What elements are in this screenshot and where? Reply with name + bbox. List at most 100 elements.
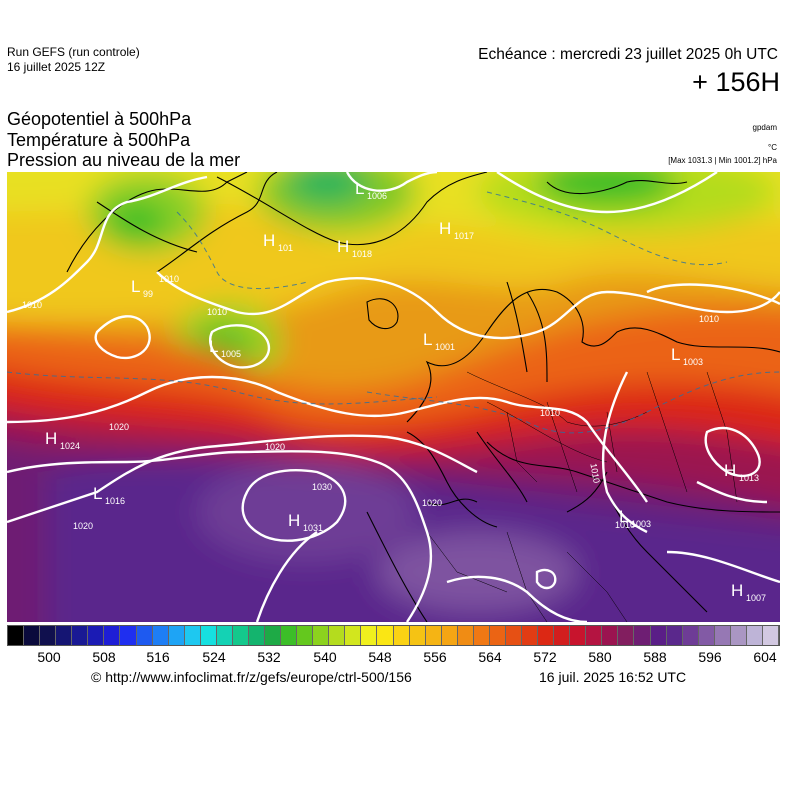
colorbar-swatch [489, 626, 506, 645]
colorbar-tick-label: 500 [37, 649, 61, 665]
colorbar-swatch [361, 626, 378, 645]
pressure-center-high: H 1024 [45, 429, 80, 451]
isobar-label: 1020 [109, 422, 129, 432]
colorbar-swatch [345, 626, 362, 645]
pressure-center-low: L 1003 [671, 345, 703, 367]
weather-map: 1010 1010 1010 1010 1020 1020 1020 1020 … [7, 172, 780, 622]
run-date: 16 juillet 2025 12Z [7, 60, 106, 74]
colorbar-tick-label: 556 [423, 649, 447, 665]
center-value: 1003 [631, 519, 651, 529]
colorbar-swatch [457, 626, 474, 645]
colorbar-swatch [72, 626, 89, 645]
colorbar-tick-label: 540 [313, 649, 337, 665]
colorbar-swatch [152, 626, 169, 645]
isobar-label: 1010 [207, 307, 227, 317]
unit-temperature: °C [768, 143, 777, 152]
pressure-center-low: L 1016 [93, 484, 125, 506]
center-letter: H [724, 461, 736, 480]
isobar-label: 1020 [422, 498, 442, 508]
center-letter: L [355, 179, 364, 198]
run-title: Run GEFS (run controle) [7, 45, 140, 59]
colorbar-tick-label: 532 [257, 649, 281, 665]
colorbar-tick-label: 588 [643, 649, 667, 665]
colorbar-swatch [682, 626, 699, 645]
colorbar-swatch [393, 626, 410, 645]
center-value: 1017 [454, 231, 474, 241]
isobar-labels: 1010 1010 1010 1010 1020 1020 1020 1020 … [22, 274, 719, 531]
colorbar-swatch [136, 626, 153, 645]
center-letter: L [671, 345, 680, 364]
pressure-range: [Max 1031.3 | Min 1001.2] hPa [668, 156, 777, 165]
colorbar-swatch [554, 626, 571, 645]
copyright-link[interactable]: © http://www.infoclimat.fr/z/gefs/europe… [91, 669, 412, 685]
pressure-center-low: L 99 [131, 277, 153, 299]
isobar-label: 1020 [73, 521, 93, 531]
isobar-label: 1010 [699, 314, 719, 324]
parameter-geopotential: Géopotentiel à 500hPa [7, 109, 192, 129]
center-letter: L [423, 330, 432, 349]
isobar-label: 1010 [22, 300, 42, 310]
colorbar-swatch [650, 626, 667, 645]
colorbar-tick-label: 524 [202, 649, 226, 665]
colorbar-swatch [24, 626, 41, 645]
colorbar-swatch [56, 626, 73, 645]
center-value: 1031 [303, 523, 323, 533]
isobar-label: 1010 [615, 520, 635, 530]
colorbar-tick-label: 572 [533, 649, 557, 665]
pressure-center-high: H 1007 [731, 581, 766, 603]
colorbar-tick-label: 516 [146, 649, 170, 665]
colorbar-swatch [714, 626, 731, 645]
colorbar-swatch [473, 626, 490, 645]
colorbar-swatch [505, 626, 522, 645]
pressure-center-low: L 1003 [619, 507, 651, 529]
center-value: 1007 [746, 593, 766, 603]
parameter-temperature: Température à 500hPa [7, 130, 191, 150]
colorbar-swatch [698, 626, 715, 645]
center-value: 1005 [221, 349, 241, 359]
colorbar-swatch [248, 626, 265, 645]
center-letter: L [93, 484, 102, 503]
unit-geopotential: gpdam [752, 123, 777, 132]
colorbar-tick-label: 580 [588, 649, 612, 665]
colorbar-swatch [425, 626, 442, 645]
center-value: 1003 [683, 357, 703, 367]
pressure-center-high: H 1031 [288, 511, 323, 533]
generated-timestamp: 16 juil. 2025 16:52 UTC [539, 669, 687, 685]
colorbar-swatch [168, 626, 185, 645]
isobar-label: 1010 [159, 274, 179, 284]
colorbar-swatch [232, 626, 249, 645]
center-value: 1013 [739, 473, 759, 483]
colorbar-swatch [88, 626, 105, 645]
colorbar-swatch [120, 626, 137, 645]
isobar-label: 1030 [312, 482, 332, 492]
pressure-center-high: H 1018 [337, 237, 372, 259]
pressure-center-low: L 1001 [423, 330, 455, 352]
geopotential-colorbar [7, 625, 780, 646]
center-letter: L [209, 337, 218, 356]
colorbar-swatch [104, 626, 121, 645]
colorbar-swatch [618, 626, 635, 645]
colorbar-swatch [329, 626, 346, 645]
colorbar-ticks: 500 508 516 524 532 540 548 556 564 572 580 588 596 6… [7, 649, 780, 667]
center-letter: H [439, 219, 451, 238]
center-value: 1018 [352, 249, 372, 259]
center-letter: H [45, 429, 57, 448]
center-value: 1006 [367, 191, 387, 201]
pressure-center-low: L 1005 [209, 337, 241, 359]
colorbar-swatch [377, 626, 394, 645]
colorbar-swatch [409, 626, 426, 645]
colorbar-swatch [200, 626, 217, 645]
forecast-valid-time: Echéance : mercredi 23 juillet 2025 0h U… [478, 46, 778, 63]
forecast-lead-time: + 156H [692, 67, 780, 97]
colorbar-swatch [441, 626, 458, 645]
colorbar-swatch [746, 626, 763, 645]
temperature-isotherms [7, 191, 780, 434]
colorbar-swatch [281, 626, 298, 645]
colorbar-swatch [634, 626, 651, 645]
isobar-label: 1010 [588, 462, 601, 483]
colorbar-swatch [602, 626, 619, 645]
colorbar-tick-label: 548 [368, 649, 392, 665]
parameter-pressure: Pression au niveau de la mer [7, 150, 241, 170]
colorbar-swatch [265, 626, 282, 645]
colorbar-swatch [730, 626, 747, 645]
